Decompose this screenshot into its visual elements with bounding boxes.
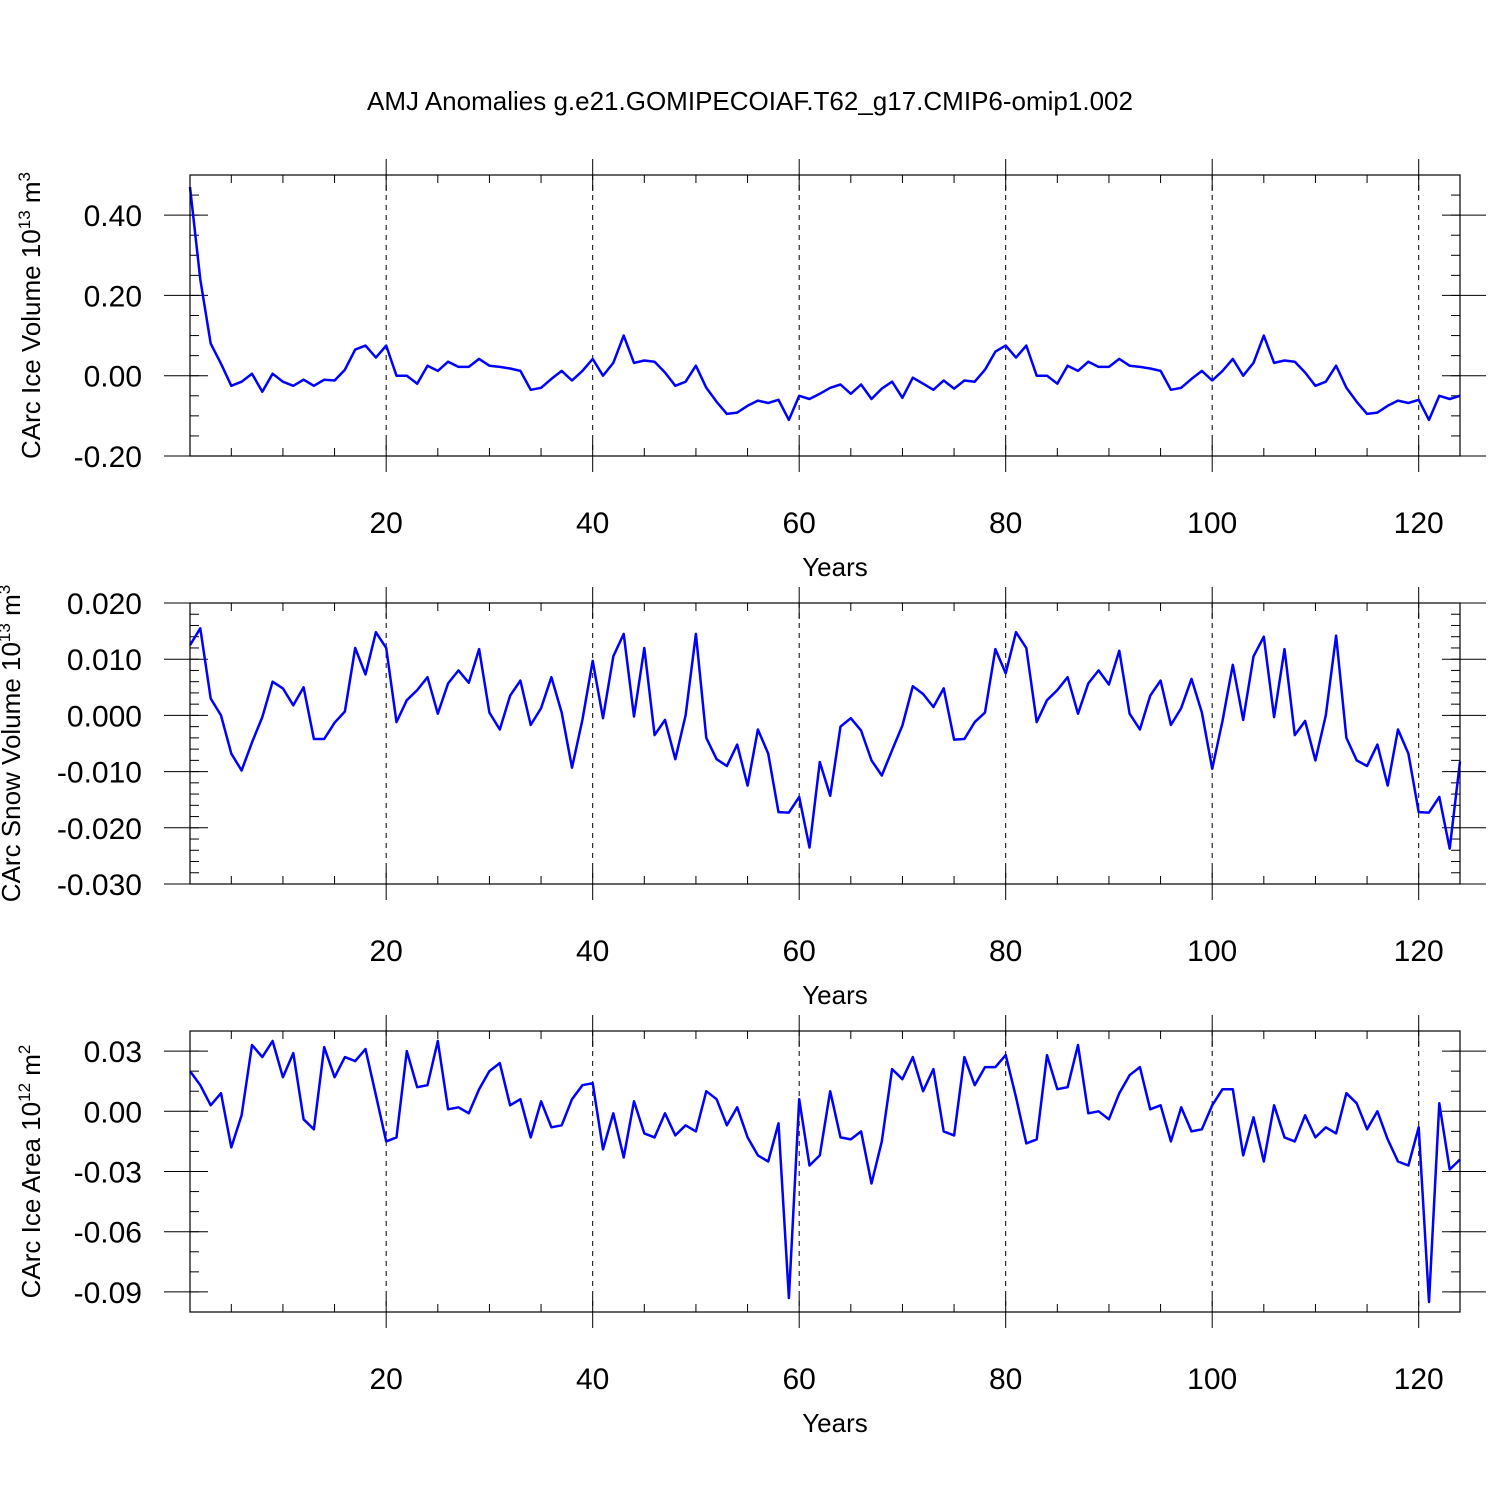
ice-area-xaxis-label: Years <box>802 1408 868 1438</box>
panel-ice-area: 20 40 60 80 100 120 Years -0.09 -0.06 -0.03 0.00 0.… <box>15 1015 1486 1438</box>
snow-volume-series-line <box>188 627 1462 850</box>
ice-volume-yaxis-label: CArc Ice Volume 1013 m3 <box>15 172 46 459</box>
snow-volume-ytick-label: -0.010 <box>57 757 142 790</box>
ice-volume-ytick-label: 0.20 <box>84 280 142 313</box>
snow-volume-ytick-label: 0.020 <box>67 588 142 621</box>
ice-area-xtick-label: 100 <box>1187 1363 1237 1396</box>
ice-area-ytick-label: 0.03 <box>84 1036 142 1069</box>
ice-area-plot-frame <box>189 1030 1461 1313</box>
snow-volume-xtick-label: 120 <box>1394 935 1444 968</box>
ice-volume-xtick-label: 20 <box>369 507 402 540</box>
snow-volume-plot-frame <box>189 602 1461 885</box>
ice-area-xtick-label: 80 <box>989 1363 1022 1396</box>
snow-volume-xtick-label: 60 <box>782 935 815 968</box>
panel-ice-volume: 20 40 60 80 100 120 Years -0.20 0.00 0.20 0.40 CArc… <box>15 159 1486 582</box>
ice-volume-ytick-label: 0.40 <box>84 200 142 233</box>
snow-volume-ytick-label: 0.000 <box>67 700 142 733</box>
snow-volume-xtick-label: 100 <box>1187 935 1237 968</box>
snow-volume-ytick-label: -0.020 <box>57 813 142 846</box>
ice-volume-xtick-label: 120 <box>1394 507 1444 540</box>
snow-volume-ytick-label: -0.030 <box>57 869 142 902</box>
snow-volume-xaxis-label: Years <box>802 980 868 1010</box>
ice-volume-xtick-label: 40 <box>576 507 609 540</box>
ice-volume-ytick-label: -0.20 <box>74 441 142 474</box>
ice-area-yaxis-label: CArc Ice Area 1012 m2 <box>15 1045 46 1299</box>
snow-volume-xtick-label: 20 <box>369 935 402 968</box>
ice-area-ytick-label: 0.00 <box>84 1096 142 1129</box>
ice-area-ytick-label: -0.09 <box>74 1277 142 1310</box>
ice-volume-ytick-label: 0.00 <box>84 361 142 394</box>
ice-area-ytick-label: -0.06 <box>74 1217 142 1250</box>
ice-volume-series-line <box>188 186 1461 422</box>
ice-area-series-line <box>188 1039 1461 1304</box>
ice-area-ytick-label: -0.03 <box>74 1157 142 1190</box>
snow-volume-yaxis-label: CArc Snow Volume 1013 m3 <box>0 585 26 902</box>
ice-volume-xtick-label: 60 <box>782 507 815 540</box>
snow-volume-xtick-label: 40 <box>576 935 609 968</box>
snow-volume-xtick-label: 80 <box>989 935 1022 968</box>
ice-volume-xtick-label: 100 <box>1187 507 1237 540</box>
ice-volume-xtick-label: 80 <box>989 507 1022 540</box>
snow-volume-ytick-label: 0.010 <box>67 644 142 677</box>
ice-area-xtick-label: 60 <box>782 1363 815 1396</box>
ice-volume-xaxis-label: Years <box>802 552 868 582</box>
panel-snow-volume: 20 40 60 80 100 120 Years -0.030 -0.020 -0.010 0.0… <box>0 585 1486 1010</box>
ice-area-xtick-label: 40 <box>576 1363 609 1396</box>
figure-title: AMJ Anomalies g.e21.GOMIPECOIAF.T62_g17.… <box>367 86 1133 116</box>
ice-volume-plot-frame <box>189 174 1461 457</box>
ice-area-xtick-label: 120 <box>1394 1363 1444 1396</box>
ice-area-xtick-label: 20 <box>369 1363 402 1396</box>
